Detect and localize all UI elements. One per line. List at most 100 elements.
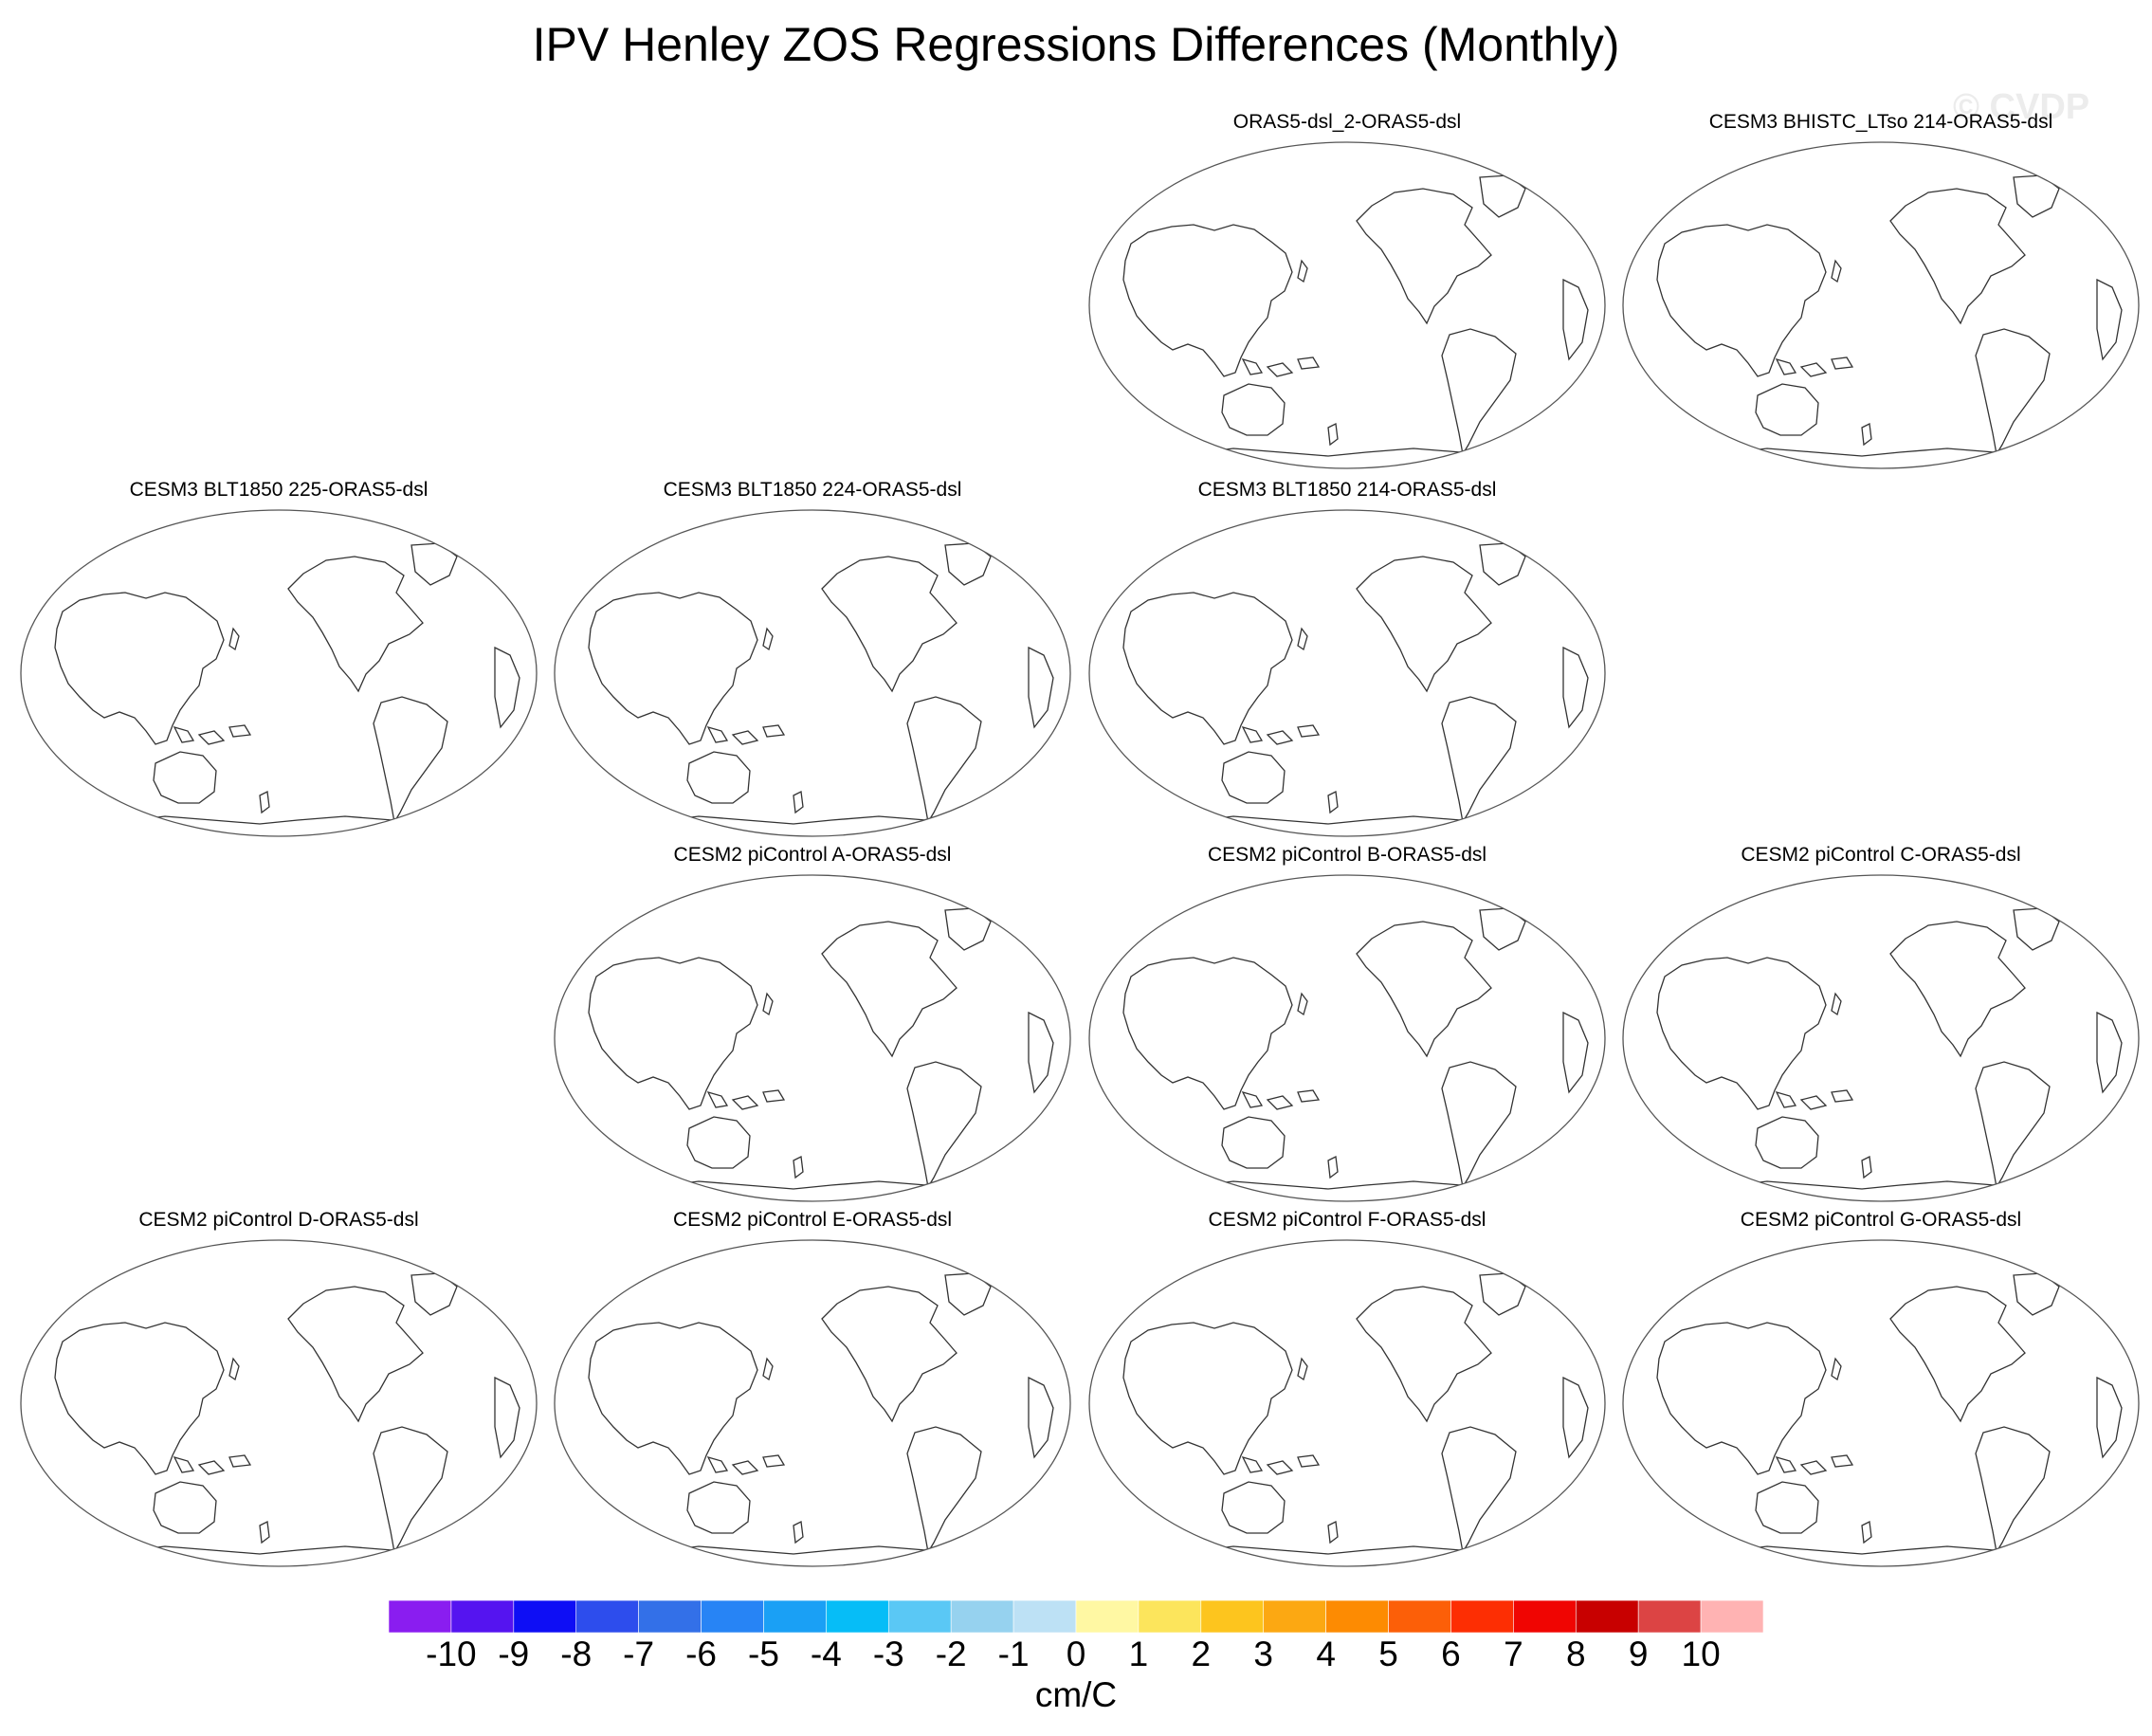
colorbar-box bbox=[389, 1600, 452, 1633]
colorbar-box bbox=[1388, 1600, 1451, 1633]
coastline bbox=[1297, 259, 1308, 283]
map-border bbox=[1088, 509, 1606, 837]
panel-title: ORAS5-dsl_2-ORAS5-dsl bbox=[1232, 111, 1462, 133]
coastline bbox=[706, 1090, 729, 1108]
colorbar-tick-label: -3 bbox=[872, 1635, 904, 1673]
coastline bbox=[2096, 278, 2123, 361]
world-map bbox=[1622, 874, 2140, 1202]
coastline bbox=[1356, 556, 1492, 693]
world-map bbox=[554, 1239, 1071, 1567]
coastline bbox=[1861, 1156, 1872, 1179]
map-panel: CESM3 BLT1850 225-ORAS5-dsl bbox=[13, 479, 544, 839]
coastline bbox=[906, 1426, 982, 1554]
coastline bbox=[1799, 1460, 1828, 1475]
coastline bbox=[1831, 356, 1854, 370]
colorbar-tick-label: 4 bbox=[1316, 1635, 1336, 1673]
coastline bbox=[762, 724, 786, 738]
world-map bbox=[20, 1239, 538, 1567]
map-panel: CESM2 piControl C-ORAS5-dsl bbox=[1615, 844, 2146, 1204]
coastline bbox=[762, 1089, 786, 1103]
coastline bbox=[1831, 1454, 1854, 1468]
coastline bbox=[1831, 259, 1842, 283]
coastline bbox=[1479, 1272, 1526, 1316]
coastline bbox=[1297, 724, 1321, 738]
map-border bbox=[1088, 874, 1606, 1202]
coastline bbox=[762, 992, 774, 1016]
coastline bbox=[1266, 1095, 1294, 1110]
colorbar-tick-label: -7 bbox=[623, 1635, 655, 1673]
coastline bbox=[173, 725, 195, 743]
colorbar-box bbox=[1138, 1600, 1202, 1633]
coastline bbox=[1297, 356, 1321, 370]
coastline bbox=[1562, 278, 1589, 361]
world-map bbox=[20, 509, 538, 837]
colorbar-box bbox=[513, 1600, 577, 1633]
coastline bbox=[1297, 1357, 1308, 1381]
panel-title: CESM2 piControl F-ORAS5-dsl bbox=[1208, 1209, 1486, 1231]
coastline bbox=[1861, 1521, 1872, 1544]
colorbar-box bbox=[1575, 1600, 1639, 1633]
coastline bbox=[228, 1454, 252, 1468]
map-panel: CESM2 piControl E-ORAS5-dsl bbox=[547, 1209, 1078, 1569]
coastline bbox=[1656, 1322, 1827, 1475]
map-panel: CESM2 piControl B-ORAS5-dsl bbox=[1082, 844, 1613, 1204]
coastline bbox=[1441, 1061, 1517, 1189]
colorbar-box bbox=[1075, 1600, 1140, 1633]
map-border bbox=[1622, 874, 2140, 1202]
map-panel: CESM3 BLT1850 224-ORAS5-dsl bbox=[547, 479, 1078, 839]
coastline bbox=[1266, 730, 1294, 745]
map-border bbox=[20, 1239, 538, 1567]
coastline bbox=[1266, 362, 1294, 377]
colorbar-tick-label: 0 bbox=[1066, 1635, 1086, 1673]
world-map bbox=[554, 509, 1071, 837]
coastline bbox=[821, 1286, 957, 1423]
coastline bbox=[1356, 1286, 1492, 1423]
world-map bbox=[1088, 141, 1606, 469]
coastline bbox=[1221, 1116, 1286, 1169]
world-map bbox=[1088, 1239, 1606, 1567]
colorbar-tick-label: 2 bbox=[1191, 1635, 1212, 1673]
coastline bbox=[731, 1460, 759, 1475]
colorbar-box bbox=[1263, 1600, 1326, 1633]
coastline bbox=[1356, 188, 1492, 325]
colorbar-tick-label: -9 bbox=[498, 1635, 530, 1673]
coastline bbox=[410, 542, 458, 586]
coastline bbox=[54, 1322, 225, 1475]
coastline bbox=[1775, 1455, 1797, 1473]
coastline bbox=[1755, 1116, 1819, 1169]
coastline bbox=[1241, 357, 1264, 375]
panel-title: CESM2 piControl G-ORAS5-dsl bbox=[1740, 1209, 2022, 1231]
coastline bbox=[1479, 174, 1526, 218]
coastline bbox=[1297, 1454, 1321, 1468]
figure-title: IPV Henley ZOS Regressions Differences (… bbox=[532, 18, 1620, 71]
coastline bbox=[1028, 1376, 1054, 1459]
coastline bbox=[1297, 627, 1308, 651]
map-border bbox=[554, 874, 1071, 1202]
map-panel: CESM2 piControl A-ORAS5-dsl bbox=[547, 844, 1078, 1204]
colorbar-tick-label: -5 bbox=[748, 1635, 779, 1673]
coastline bbox=[1656, 224, 1827, 377]
coastline bbox=[373, 696, 448, 824]
coastline bbox=[197, 1460, 226, 1475]
coastline bbox=[706, 1455, 729, 1473]
map-panel: CESM2 piControl F-ORAS5-dsl bbox=[1082, 1209, 1613, 1569]
colorbar-tick-label: 5 bbox=[1378, 1635, 1398, 1673]
colorbar-box bbox=[1450, 1600, 1514, 1633]
colorbar-tick-label: 7 bbox=[1504, 1635, 1523, 1673]
colorbar-tick-label: 9 bbox=[1628, 1635, 1649, 1673]
coastline bbox=[1327, 1156, 1339, 1179]
coastline bbox=[1562, 646, 1589, 729]
world-map bbox=[1088, 509, 1606, 837]
colorbar-tick-label: -4 bbox=[810, 1635, 842, 1673]
coastline bbox=[1775, 357, 1797, 375]
coastline bbox=[588, 592, 758, 745]
coastline bbox=[287, 1286, 424, 1423]
colorbar-box bbox=[950, 1600, 1014, 1633]
coastline bbox=[1327, 791, 1339, 814]
coastline bbox=[2096, 1376, 2123, 1459]
colorbar-box bbox=[1200, 1600, 1265, 1633]
coastline bbox=[944, 542, 992, 586]
colorbar-tick-label: 6 bbox=[1441, 1635, 1461, 1673]
coastline bbox=[686, 1116, 751, 1169]
coastline bbox=[494, 1376, 520, 1459]
